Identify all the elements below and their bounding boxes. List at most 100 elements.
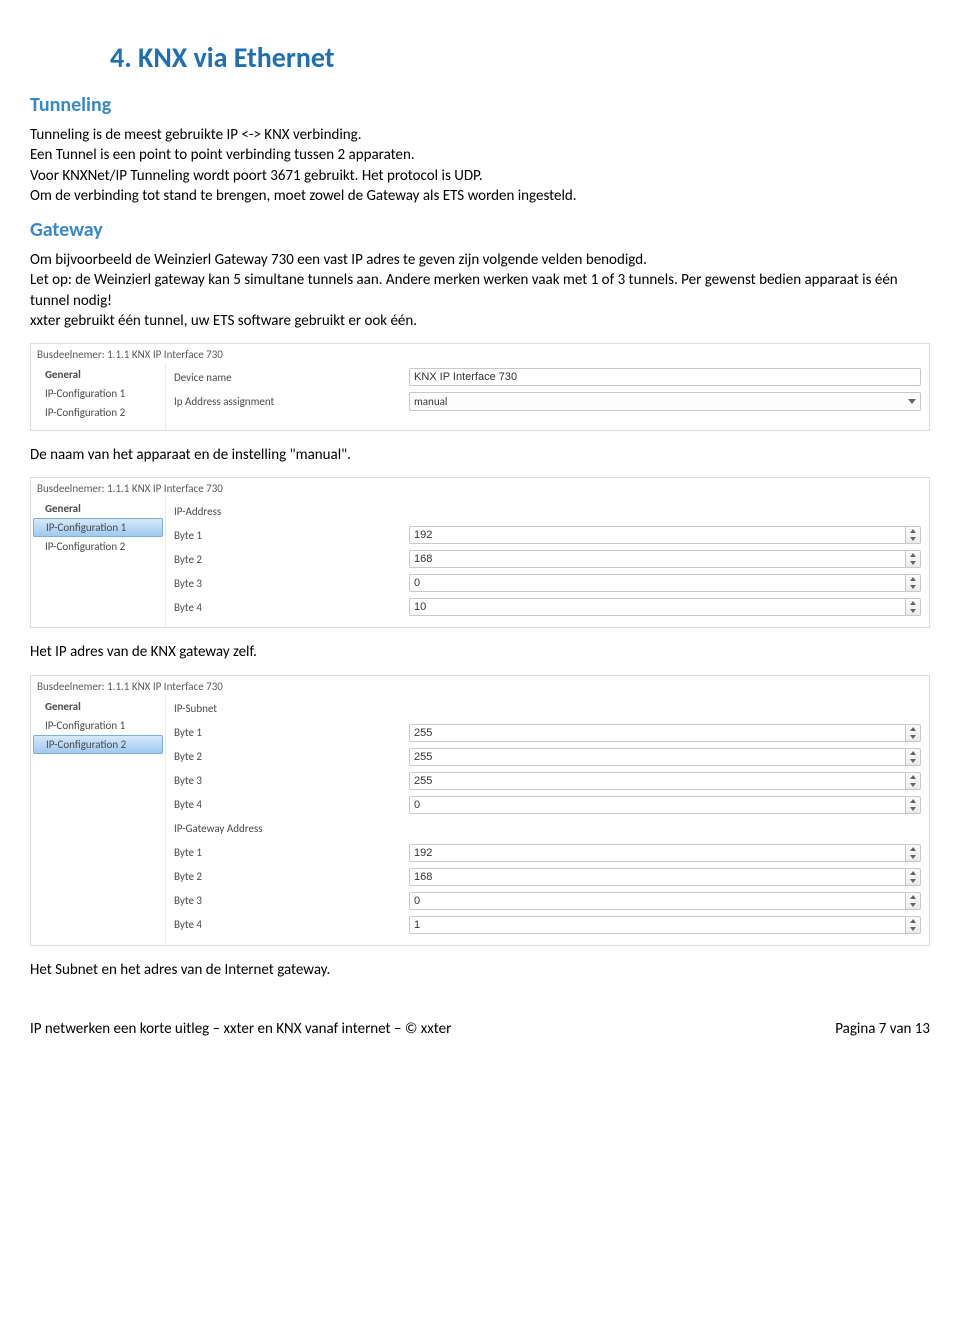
spinner-up-icon[interactable] <box>906 917 920 925</box>
heading-gateway: Gateway <box>30 218 930 242</box>
footer-right: Pagina 7 van 13 <box>835 1020 930 1038</box>
spinner-up-icon[interactable] <box>906 575 920 583</box>
page-title: 4. KNX via Ethernet <box>110 40 930 75</box>
input-byte3[interactable] <box>409 574 905 592</box>
input-gw-b2[interactable] <box>409 868 905 886</box>
spinner-down-icon[interactable] <box>906 559 920 567</box>
spinner-gw-b1[interactable] <box>409 844 921 862</box>
config-panel-general: Busdeelnemer: 1.1.1 KNX IP Interface 730… <box>30 343 930 431</box>
caption-2: Het IP adres van de KNX gateway zelf. <box>30 642 930 662</box>
config-panel-ipc1: Busdeelnemer: 1.1.1 KNX IP Interface 730… <box>30 477 930 628</box>
side-list: General IP-Configuration 1 IP-Configurat… <box>31 497 166 627</box>
spinner-down-icon[interactable] <box>906 901 920 909</box>
spinner-up-icon[interactable] <box>906 869 920 877</box>
label-byte3: Byte 3 <box>174 577 409 590</box>
sidebar-item-ipc1[interactable]: IP-Configuration 1 <box>33 518 163 537</box>
spinner-up-icon[interactable] <box>906 527 920 535</box>
label-byte2: Byte 2 <box>174 553 409 566</box>
label-byte1: Byte 1 <box>174 529 409 542</box>
input-subnet-b2[interactable] <box>409 748 905 766</box>
spinner-down-icon[interactable] <box>906 781 920 789</box>
label-byte4: Byte 4 <box>174 918 409 931</box>
label-device-name: Device name <box>174 371 409 384</box>
label-byte4: Byte 4 <box>174 601 409 614</box>
spinner-byte2[interactable] <box>409 550 921 568</box>
sidebar-item-general[interactable]: General <box>31 499 165 518</box>
spinner-down-icon[interactable] <box>906 583 920 591</box>
spinner-gw-b3[interactable] <box>409 892 921 910</box>
label-byte2: Byte 2 <box>174 870 409 883</box>
sidebar-item-ipc2[interactable]: IP-Configuration 2 <box>33 735 163 754</box>
input-gw-b1[interactable] <box>409 844 905 862</box>
input-device-name[interactable] <box>409 368 921 386</box>
spinner-byte3[interactable] <box>409 574 921 592</box>
label-ip-address: IP-Address <box>174 505 409 518</box>
input-byte1[interactable] <box>409 526 905 544</box>
spinner-up-icon[interactable] <box>906 845 920 853</box>
para-gateway: Om bijvoorbeeld de Weinzierl Gateway 730… <box>30 250 930 331</box>
spinner-down-icon[interactable] <box>906 925 920 933</box>
spinner-subnet-b3[interactable] <box>409 772 921 790</box>
label-byte3: Byte 3 <box>174 774 409 787</box>
input-byte2[interactable] <box>409 550 905 568</box>
spinner-down-icon[interactable] <box>906 733 920 741</box>
spinner-up-icon[interactable] <box>906 599 920 607</box>
sidebar-item-general[interactable]: General <box>31 697 165 716</box>
sidebar-item-ipc1[interactable]: IP-Configuration 1 <box>31 384 165 403</box>
spinner-up-icon[interactable] <box>906 893 920 901</box>
spinner-up-icon[interactable] <box>906 551 920 559</box>
label-byte3: Byte 3 <box>174 894 409 907</box>
label-byte4: Byte 4 <box>174 798 409 811</box>
sidebar-item-ipc1[interactable]: IP-Configuration 1 <box>31 716 165 735</box>
spinner-byte4[interactable] <box>409 598 921 616</box>
spinner-up-icon[interactable] <box>906 797 920 805</box>
side-list: General IP-Configuration 1 IP-Configurat… <box>31 363 166 430</box>
input-byte4[interactable] <box>409 598 905 616</box>
param-area: IP-Address Byte 1 Byte 2 Byte 3 Byte 4 <box>166 497 929 627</box>
page-footer: IP netwerken een korte uitleg – xxter en… <box>30 1020 930 1038</box>
input-gw-b3[interactable] <box>409 892 905 910</box>
footer-left: IP netwerken een korte uitleg – xxter en… <box>30 1020 451 1038</box>
sidebar-item-general[interactable]: General <box>31 365 165 384</box>
label-ip-subnet: IP-Subnet <box>174 702 409 715</box>
field-device-name[interactable] <box>409 368 921 386</box>
spinner-down-icon[interactable] <box>906 535 920 543</box>
panel-header: Busdeelnemer: 1.1.1 KNX IP Interface 730 <box>31 676 929 695</box>
spinner-down-icon[interactable] <box>906 607 920 615</box>
spinner-gw-b2[interactable] <box>409 868 921 886</box>
select-ip-assign[interactable]: manual <box>409 392 921 411</box>
chevron-down-icon <box>908 399 916 404</box>
spinner-down-icon[interactable] <box>906 877 920 885</box>
spinner-subnet-b2[interactable] <box>409 748 921 766</box>
caption-3: Het Subnet en het adres van de Internet … <box>30 960 930 980</box>
sidebar-item-ipc2[interactable]: IP-Configuration 2 <box>31 537 165 556</box>
input-subnet-b4[interactable] <box>409 796 905 814</box>
label-ip-gateway: IP-Gateway Address <box>174 822 409 835</box>
spinner-byte1[interactable] <box>409 526 921 544</box>
label-byte1: Byte 1 <box>174 846 409 859</box>
spinner-subnet-b4[interactable] <box>409 796 921 814</box>
select-ip-assign-value: manual <box>414 395 447 408</box>
label-ip-assign: Ip Address assignment <box>174 395 409 408</box>
caption-1: De naam van het apparaat en de instellin… <box>30 445 930 465</box>
heading-tunneling: Tunneling <box>30 93 930 117</box>
panel-header: Busdeelnemer: 1.1.1 KNX IP Interface 730 <box>31 478 929 497</box>
side-list: General IP-Configuration 1 IP-Configurat… <box>31 695 166 945</box>
spinner-down-icon[interactable] <box>906 757 920 765</box>
spinner-subnet-b1[interactable] <box>409 724 921 742</box>
sidebar-item-ipc2[interactable]: IP-Configuration 2 <box>31 403 165 422</box>
input-subnet-b1[interactable] <box>409 724 905 742</box>
spinner-up-icon[interactable] <box>906 725 920 733</box>
spinner-up-icon[interactable] <box>906 749 920 757</box>
label-byte2: Byte 2 <box>174 750 409 763</box>
spinner-gw-b4[interactable] <box>409 916 921 934</box>
spinner-down-icon[interactable] <box>906 853 920 861</box>
param-area: Device name Ip Address assignment manual <box>166 363 929 430</box>
input-gw-b4[interactable] <box>409 916 905 934</box>
param-area: IP-Subnet Byte 1 Byte 2 Byte 3 Byte 4 IP… <box>166 695 929 945</box>
spinner-up-icon[interactable] <box>906 773 920 781</box>
config-panel-ipc2: Busdeelnemer: 1.1.1 KNX IP Interface 730… <box>30 675 930 946</box>
spinner-down-icon[interactable] <box>906 805 920 813</box>
input-subnet-b3[interactable] <box>409 772 905 790</box>
panel-header: Busdeelnemer: 1.1.1 KNX IP Interface 730 <box>31 344 929 363</box>
